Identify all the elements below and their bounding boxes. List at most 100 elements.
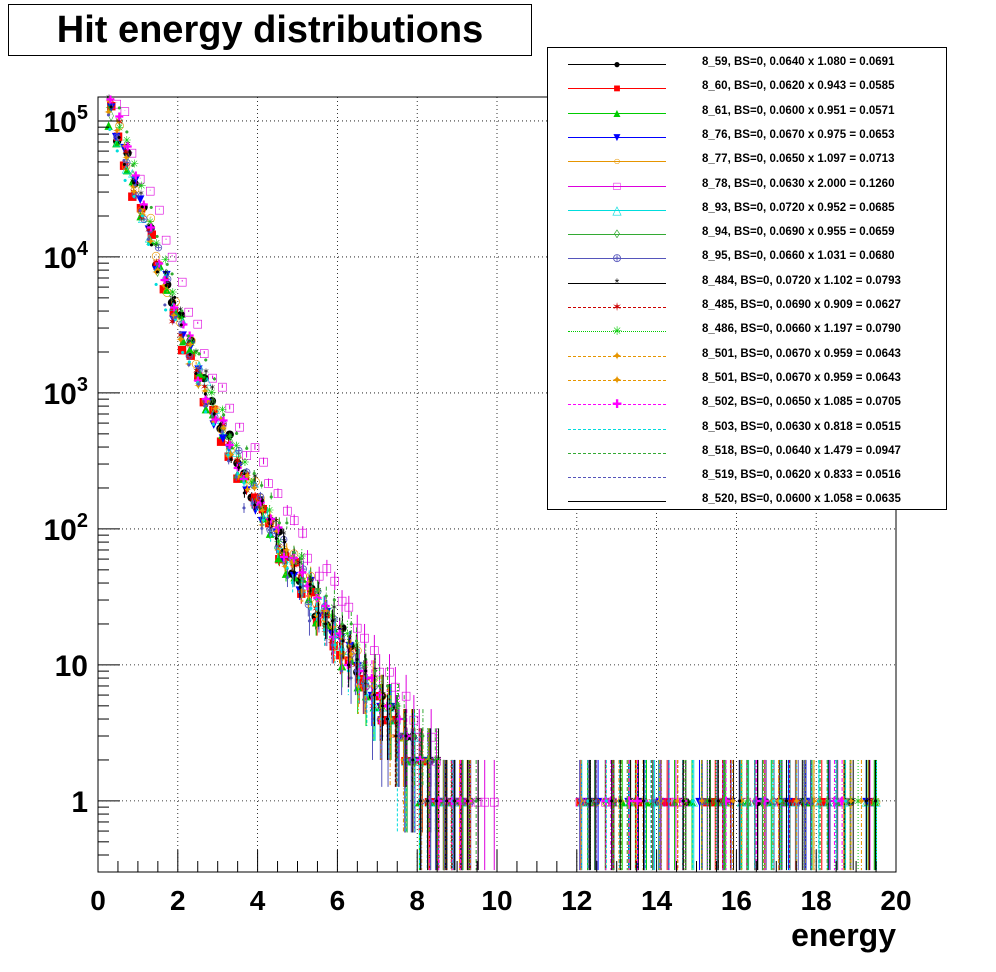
data-point: • <box>379 700 386 713</box>
data-point: ✶ <box>176 329 185 342</box>
data-point: ◊ <box>760 795 766 808</box>
data-point: • <box>241 487 248 500</box>
data-point: • <box>801 795 808 808</box>
data-point: △ <box>744 795 753 808</box>
data-point: ⊕ <box>154 241 163 254</box>
data-point: ✦ <box>224 450 233 463</box>
data-point: • <box>464 795 471 808</box>
data-point: * <box>125 139 131 152</box>
data-point: △ <box>263 506 272 519</box>
data-point: • <box>395 730 402 743</box>
legend: ● 8_59, BS=0, 0.0640 x 1.080 = 0.0691 ■ 8_6… <box>547 47 947 510</box>
data-point: ✦ <box>314 592 323 605</box>
data-point: □ <box>369 643 379 656</box>
data-point: ▲ <box>618 795 627 808</box>
data-point: • <box>236 461 243 474</box>
data-point: ✳ <box>191 347 200 360</box>
data-point: • <box>169 268 176 281</box>
data-point: ▲ <box>743 795 752 808</box>
data-point: ✳ <box>146 215 155 228</box>
data-point: ▼ <box>162 268 171 281</box>
data-point: ✦ <box>433 795 442 808</box>
data-point: * <box>586 795 592 808</box>
data-point: ✦ <box>376 713 385 726</box>
data-point: • <box>186 359 193 372</box>
data-point: □ <box>298 526 308 539</box>
data-point: □ <box>655 795 665 808</box>
legend-line-swatch <box>568 404 666 406</box>
data-point: ■ <box>127 189 137 202</box>
data-point: • <box>129 160 136 173</box>
y-tick-label: 105 <box>44 102 89 139</box>
data-point: • <box>434 795 441 808</box>
data-point: ■ <box>106 99 116 112</box>
data-point: • <box>164 259 171 272</box>
data-point: ▲ <box>128 174 137 187</box>
data-point: ✳ <box>703 795 712 808</box>
data-point: • <box>316 612 323 625</box>
data-point: ⊕ <box>703 795 712 808</box>
data-point: • <box>618 795 625 808</box>
data-point: ● <box>199 371 209 384</box>
data-point: ✦ <box>219 422 228 435</box>
data-point: □ <box>607 795 617 808</box>
data-point: • <box>315 607 322 620</box>
data-point: ▼ <box>784 795 793 808</box>
data-point: ✦ <box>728 795 737 808</box>
x-tick-label: 12 <box>561 885 592 916</box>
data-point: ■ <box>817 795 827 808</box>
data-point: * <box>210 382 216 395</box>
data-point: • <box>116 131 123 144</box>
data-point: ✦ <box>137 204 146 217</box>
data-point: • <box>736 795 743 808</box>
data-point: ▼ <box>120 141 129 154</box>
data-point: ✦ <box>226 448 235 461</box>
legend-marker: ✦ <box>611 372 623 387</box>
data-point: ✳ <box>872 795 881 808</box>
data-point: ▼ <box>633 795 642 808</box>
data-point: * <box>755 795 761 808</box>
data-point: ✦ <box>243 483 252 496</box>
data-point: ◊ <box>699 795 705 808</box>
data-point: ○ <box>809 795 819 808</box>
data-point: • <box>783 795 790 808</box>
data-point: ✚ <box>266 513 275 526</box>
legend-line-swatch <box>568 161 666 163</box>
data-point: □ <box>161 233 171 246</box>
data-point: ■ <box>232 471 242 484</box>
data-point: ◊ <box>309 577 315 590</box>
data-point: ✶ <box>121 145 130 158</box>
data-point: ■ <box>119 158 129 171</box>
data-point: * <box>146 221 152 234</box>
data-point: • <box>145 234 152 247</box>
data-point: ✦ <box>801 795 810 808</box>
data-point: □ <box>374 665 384 678</box>
data-point: • <box>689 795 696 808</box>
data-point: ✚ <box>362 672 371 685</box>
data-point: ✦ <box>465 795 474 808</box>
data-point: ✶ <box>219 418 228 431</box>
data-point: ✦ <box>737 795 746 808</box>
data-point: ✶ <box>601 795 610 808</box>
legend-label: 8_94, BS=0, 0.0690 x 0.955 = 0.0659 <box>702 226 895 239</box>
data-point: ✦ <box>296 585 305 598</box>
data-point: * <box>259 504 265 517</box>
data-point: • <box>195 378 202 391</box>
data-point: ✦ <box>120 140 129 153</box>
data-point: ✶ <box>192 364 201 377</box>
data-point: * <box>163 267 169 280</box>
data-point: □ <box>824 795 834 808</box>
data-point: ✦ <box>288 556 297 569</box>
data-point: • <box>707 795 714 808</box>
data-point: □ <box>359 631 369 644</box>
data-point: ✦ <box>129 186 138 199</box>
data-point: • <box>201 400 208 413</box>
legend-label: 8_520, BS=0, 0.0600 x 1.058 = 0.0635 <box>702 493 901 506</box>
legend-marker: ▲ <box>611 105 623 120</box>
data-point: ▲ <box>274 551 283 564</box>
data-point: • <box>259 522 266 535</box>
data-point: ⊕ <box>777 795 786 808</box>
data-point: ✳ <box>720 795 729 808</box>
data-point: • <box>450 795 457 808</box>
data-point: ◊ <box>124 149 130 162</box>
